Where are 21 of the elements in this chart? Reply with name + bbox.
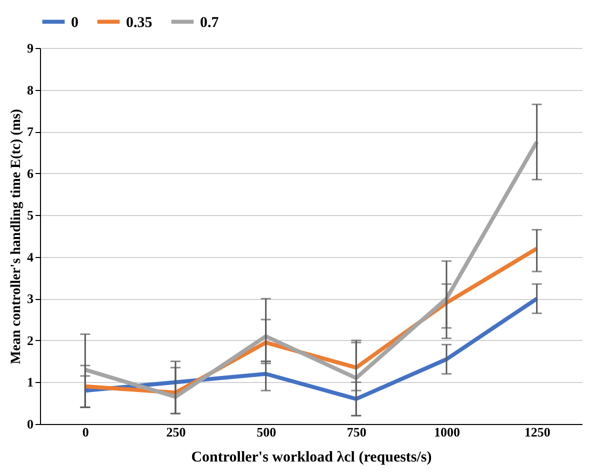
y-tick-label: 4 bbox=[27, 249, 34, 264]
line-series bbox=[83, 140, 539, 399]
y-tick-label: 1 bbox=[27, 374, 34, 390]
legend-label: 0.7 bbox=[200, 14, 220, 31]
y-tick-label: 7 bbox=[27, 124, 34, 140]
x-tick-label: 750 bbox=[346, 424, 366, 440]
x-tick-label: 0 bbox=[82, 424, 89, 440]
y-tick-label: 2 bbox=[27, 332, 34, 348]
x-tick-label: 250 bbox=[166, 424, 186, 440]
x-tick-label: 1000 bbox=[434, 424, 460, 440]
y-axis-title: Mean controller's handling time E(tc) (ms) bbox=[9, 108, 24, 364]
y-tick-label: 5 bbox=[27, 208, 34, 223]
x-tick-label: 500 bbox=[256, 424, 276, 440]
y-tick-label: 9 bbox=[27, 40, 34, 56]
y-tick-label: 3 bbox=[27, 291, 34, 306]
legend-label: 0 bbox=[71, 14, 78, 31]
y-tick-label: 8 bbox=[27, 82, 34, 98]
x-axis-title: Controller's workload λcl (requests/s) bbox=[191, 450, 432, 466]
x-tick-label: 1250 bbox=[524, 424, 550, 440]
legend-label: 0.35 bbox=[126, 14, 152, 31]
y-tick-label: 6 bbox=[27, 166, 34, 181]
